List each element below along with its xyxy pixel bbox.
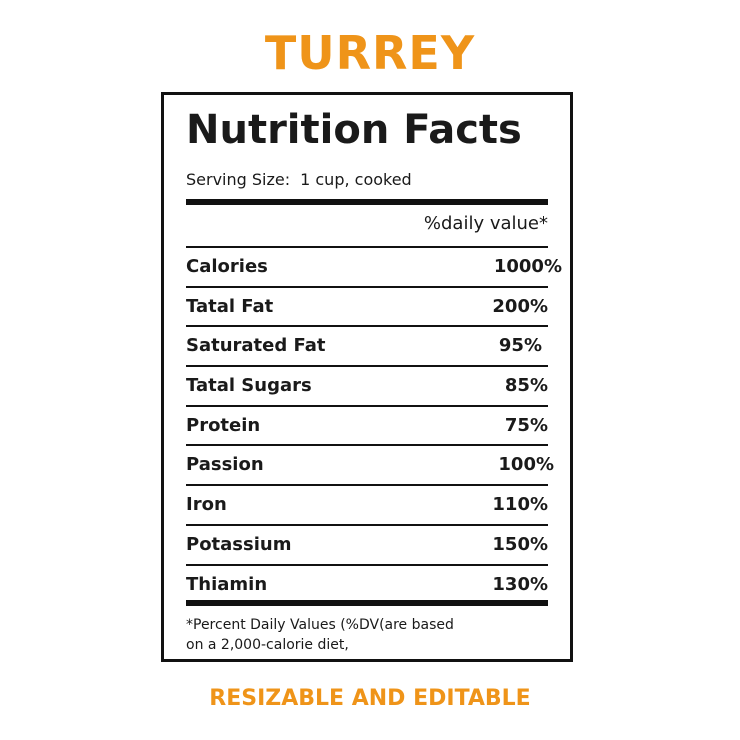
nutrient-name: Tatal Fat [186,295,274,317]
nutrient-value: 200% [492,295,548,317]
facts-heading: Nutrition Facts [186,107,522,153]
nutrient-name: Protein [186,414,261,436]
nutrient-value: 150% [492,533,548,555]
nutrient-row-total-sugars: Tatal Sugars 85% [186,367,548,407]
nutrient-list: Calories 1000% Tatal Fat 200% Saturated … [186,248,562,606]
nutrient-value: 130% [492,573,548,595]
footnote: *Percent Daily Values (%DV(are based on … [186,615,526,655]
nutrient-name: Potassium [186,533,292,555]
nutrient-row-passion: Passion 100% [186,446,554,487]
nutrition-label: Nutrition Facts Serving Size: 1 cup, cook… [161,92,573,662]
nutrient-row-protein: Protein 75% [186,407,548,447]
nutrient-row-potassium: Potassium 150% [186,526,548,566]
nutrient-name: Calories [186,256,268,277]
nutrient-name: Tatal Sugars [186,375,312,397]
nutrient-name: Saturated Fat [186,335,326,357]
nutrient-value: 100% [498,454,554,476]
brand-title: TURREY [264,26,476,80]
nutrient-row-total-fat: Tatal Fat 200% [186,288,548,328]
nutrient-row-thiamin: Thiamin 130% [186,566,548,606]
nutrient-name: Thiamin [186,573,268,595]
nutrient-row-calories: Calories 1000% [186,248,562,288]
footnote-line: *Percent Daily Values (%DV(are based [186,617,454,633]
nutrient-row-saturated-fat: Saturated Fat 95% [186,327,548,368]
nutrient-name: Passion [186,454,264,476]
nutrient-value: 95% [498,335,542,357]
thick-divider-bottom [186,600,548,606]
daily-value-header: %daily value* [423,213,548,234]
nutrient-value: 1000% [493,256,562,277]
thick-divider-top [186,199,548,205]
serving-size-value: 1 cup, cooked [300,170,412,189]
footnote-line: on a 2,000-calorie diet, [186,637,349,653]
serving-size-row: Serving Size: 1 cup, cooked [186,170,412,189]
nutrient-name: Iron [186,494,227,516]
nutrient-value: 85% [504,375,548,397]
divider [186,246,548,248]
serving-size-label: Serving Size: [186,170,291,189]
subtitle: RESIZABLE AND EDITABLE [209,686,531,711]
nutrient-value: 110% [492,494,548,516]
nutrient-value: 75% [504,414,548,436]
nutrient-row-iron: Iron 110% [186,486,548,526]
